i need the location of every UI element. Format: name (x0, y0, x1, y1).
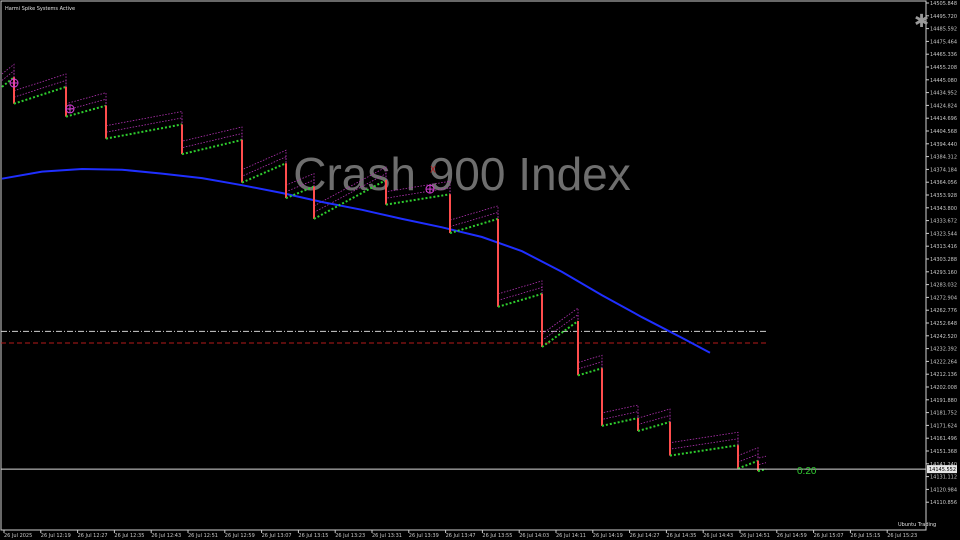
tick-step (313, 179, 387, 220)
time-tick-label: 26 Jul 14:27 (630, 533, 660, 539)
time-axis[interactable]: 26 Jul 2025 26 Jul 12:19 26 Jul 12:27 26 Ju… (3, 530, 917, 539)
price-tick-label: 14434.952 (930, 91, 957, 97)
price-tick-label: 14161.496 (930, 436, 957, 442)
time-tick-label: 26 Jul 14:19 (593, 533, 623, 539)
price-tick-label: 14283.032 (930, 283, 957, 289)
price-tick-label: 14404.568 (930, 129, 957, 135)
current-price-value: 14145.552 (929, 467, 956, 473)
tick-step (385, 193, 451, 206)
footer-mode-label: Ubuntu Trading (898, 522, 936, 528)
tick-step (65, 104, 107, 118)
bar-countdown: 0:20 (797, 466, 817, 477)
price-tick-label: 14313.416 (930, 244, 957, 250)
time-tick-label: 26 Jul 13:39 (409, 533, 439, 539)
time-tick-label: 26 Jul 12:59 (225, 533, 255, 539)
price-axis[interactable]: 14505.848 14495.720 14485.592 14475.464 1446… (926, 1, 957, 506)
price-tick-label: 14394.440 (930, 142, 957, 148)
price-tick-label: 14110.856 (930, 500, 957, 506)
time-tick-label: 26 Jul 13:31 (372, 533, 402, 539)
spike-markers (9, 78, 435, 194)
price-tick-label: 14262.776 (930, 308, 957, 314)
time-tick-label: 26 Jul 12:51 (188, 533, 218, 539)
price-tick-label: 14333.672 (930, 219, 957, 225)
time-tick-label: 26 Jul 14:59 (777, 533, 807, 539)
price-tick-label: 14293.160 (930, 270, 957, 276)
price-tick-label: 14222.264 (930, 359, 957, 365)
price-tick-label: 14505.848 (930, 1, 957, 7)
watermark-title: Crash 900 Index (293, 148, 631, 200)
price-tick-label: 14424.824 (930, 103, 957, 109)
price-tick-label: 14171.624 (930, 423, 957, 429)
time-tick-label: 26 Jul 14:51 (740, 533, 770, 539)
price-tick-label: 14212.136 (930, 372, 957, 378)
price-tick-label: 14364.056 (930, 180, 957, 186)
tick-step (241, 162, 287, 184)
price-tick-label: 14141.240 (930, 462, 957, 468)
time-tick-label: 26 Jul 2025 (4, 533, 32, 539)
price-tick-label: 14120.984 (930, 487, 957, 493)
time-tick-label: 26 Jul 12:43 (151, 533, 181, 539)
time-tick-label: 26 Jul 12:35 (114, 533, 144, 539)
price-tick-label: 14414.696 (930, 116, 957, 122)
price-tick-label: 14252.648 (930, 321, 957, 327)
tick-step (637, 420, 671, 432)
asterisk-icon[interactable]: ✱ (914, 11, 929, 32)
tick-step (757, 468, 767, 473)
current-price-box (927, 465, 957, 474)
tick-step (105, 123, 183, 140)
time-tick-label: 26 Jul 13:23 (335, 533, 365, 539)
price-tick-label: 14303.288 (930, 257, 957, 263)
price-tick-label: 14475.464 (930, 39, 957, 45)
time-tick-label: 26 Jul 12:27 (78, 533, 108, 539)
price-tick-label: 14384.312 (930, 155, 957, 161)
tick-step (285, 185, 315, 200)
tick-step (13, 85, 67, 105)
time-tick-label: 26 Jul 14:11 (556, 533, 586, 539)
horizontal-levels (1, 330, 767, 344)
price-tick-label: 14495.720 (930, 14, 957, 20)
tick-step (449, 217, 499, 235)
price-tick-label: 14131.112 (930, 475, 957, 481)
time-tick-label: 26 Jul 14:43 (703, 533, 733, 539)
price-tick-label: 14202.008 (930, 385, 957, 391)
moving-average (1, 167, 711, 354)
price-tick-label: 14272.904 (930, 295, 957, 301)
tick-step (669, 444, 739, 457)
price-tick-label: 14374.184 (930, 167, 957, 173)
time-tick-label: 26 Jul 14:03 (519, 533, 549, 539)
time-tick-label: 26 Jul 14:35 (666, 533, 696, 539)
tick-step (577, 367, 603, 377)
tick-step (737, 459, 759, 470)
price-tick-label: 14181.752 (930, 411, 957, 417)
time-tick-label: 26 Jul 13:15 (298, 533, 328, 539)
tick-step (541, 320, 579, 348)
time-tick-label: 26 Jul 13:55 (482, 533, 512, 539)
time-tick-label: 26 Jul 15:07 (814, 533, 844, 539)
price-tick-label: 14465.336 (930, 52, 957, 58)
moving-average-line (1, 167, 711, 354)
time-tick-label: 26 Jul 15:15 (850, 533, 880, 539)
price-tick-label: 14232.392 (930, 347, 957, 353)
tick-step (1, 76, 15, 88)
x-marker: X (430, 166, 436, 176)
time-tick-label: 26 Jul 15:23 (887, 533, 917, 539)
price-tick-label: 14445.080 (930, 78, 957, 84)
price-tick-label: 14343.800 (930, 206, 957, 212)
time-tick-label: 26 Jul 13:07 (262, 533, 292, 539)
time-tick-label: 26 Jul 12:19 (41, 533, 71, 539)
price-tick-label: 14353.928 (930, 193, 957, 199)
time-tick-label: 26 Jul 13:47 (446, 533, 476, 539)
price-tick-label: 14455.208 (930, 65, 957, 71)
price-tick-label: 14242.520 (930, 334, 957, 340)
price-tick-label: 14151.368 (930, 449, 957, 455)
indicator-status: Harmi Spike Systems Active (5, 6, 75, 12)
price-tick-label: 14485.592 (930, 27, 957, 33)
price-tick-label: 14323.544 (930, 231, 957, 237)
price-tick-label: 14191.880 (930, 398, 957, 404)
